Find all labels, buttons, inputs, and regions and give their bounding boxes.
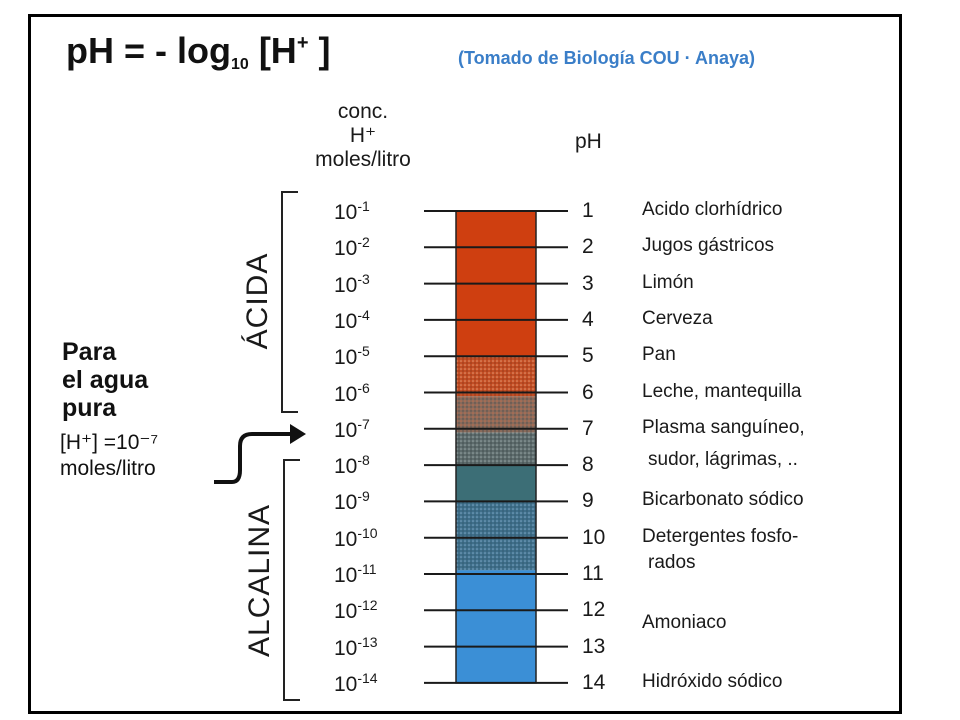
concentration-label: 10-14 [334, 669, 378, 696]
concentration-column-header: conc. H⁺ moles/litro [315, 100, 411, 171]
ph-value: 11 [582, 562, 604, 585]
ph-value: 9 [582, 489, 594, 513]
example-substance: Leche, mantequilla [642, 380, 802, 402]
ph-value: 2 [582, 235, 594, 259]
ph-value: 6 [582, 380, 594, 404]
alkaline-range-label: ALCALINA [243, 503, 276, 657]
concentration-label: 10-12 [334, 597, 378, 624]
ph-value: 3 [582, 271, 594, 295]
ph-color-bar [455, 210, 537, 684]
example-substance: Detergentes fosfo- [642, 525, 799, 547]
weak-acid-segment [456, 356, 536, 397]
concentration-label: 10-11 [334, 561, 377, 587]
ph-value: 5 [582, 344, 594, 368]
ph-value: 1 [582, 199, 594, 222]
ph-value: 12 [582, 598, 606, 622]
example-substance: Acido clorhídrico [642, 199, 783, 220]
acid-range-label: ÁCIDA [241, 252, 274, 350]
ph-value: 14 [582, 670, 606, 694]
example-substance: Plasma sanguíneo, [642, 416, 805, 438]
example-substance: Limón [642, 271, 694, 293]
example-substance: sudor, lágrimas, .. [648, 449, 798, 471]
concentration-label: 10-2 [334, 234, 370, 261]
concentration-label: 10-6 [334, 379, 370, 406]
arrow-head-icon [290, 424, 306, 444]
concentration-label: 10-1 [334, 198, 370, 224]
concentration-label: 10-7 [334, 415, 370, 442]
example-substance: Amoniaco [642, 612, 727, 634]
concentration-label: 10-3 [334, 270, 370, 297]
concentration-label: 10-5 [334, 343, 370, 370]
example-substance: Pan [642, 344, 676, 366]
concentration-label: 10-4 [334, 306, 370, 333]
base-segment [456, 501, 536, 571]
concentration-label: 10-10 [334, 524, 378, 551]
range-brackets [281, 191, 300, 701]
ph-column-header: pH [575, 130, 602, 153]
concentration-label: 10-9 [334, 488, 370, 515]
ph-value: 4 [582, 307, 594, 331]
strong-base-segment [456, 570, 536, 683]
weak-base-segment [456, 465, 536, 502]
ph-value: 7 [582, 416, 594, 440]
pure-water-arrow [214, 432, 294, 484]
ph-formula: pH = - log10 [H+ ] [66, 30, 331, 73]
example-substance: Jugos gástricos [642, 235, 775, 257]
near-neutral-segment [456, 432, 536, 466]
example-substance: Bicarbonato sódico [642, 489, 804, 511]
ph-value: 13 [582, 634, 606, 658]
ph-value: 8 [582, 453, 594, 477]
example-substance: Hidróxido sódico [642, 670, 783, 692]
source-credit: (Tomado de Biología COU · Anaya) [458, 48, 756, 68]
concentration-label: 10-8 [334, 452, 370, 479]
pure-water-concentration: [H⁺] =10⁻⁷ moles/litro [60, 431, 159, 480]
pure-water-label: Para el agua pura [62, 338, 149, 422]
neutral-segment [456, 396, 536, 433]
tick-lines [424, 210, 568, 684]
example-substance: Cerveza [642, 307, 713, 329]
ph-value: 10 [582, 525, 606, 549]
example-substance: rados [648, 552, 696, 573]
concentration-label: 10-13 [334, 633, 378, 660]
